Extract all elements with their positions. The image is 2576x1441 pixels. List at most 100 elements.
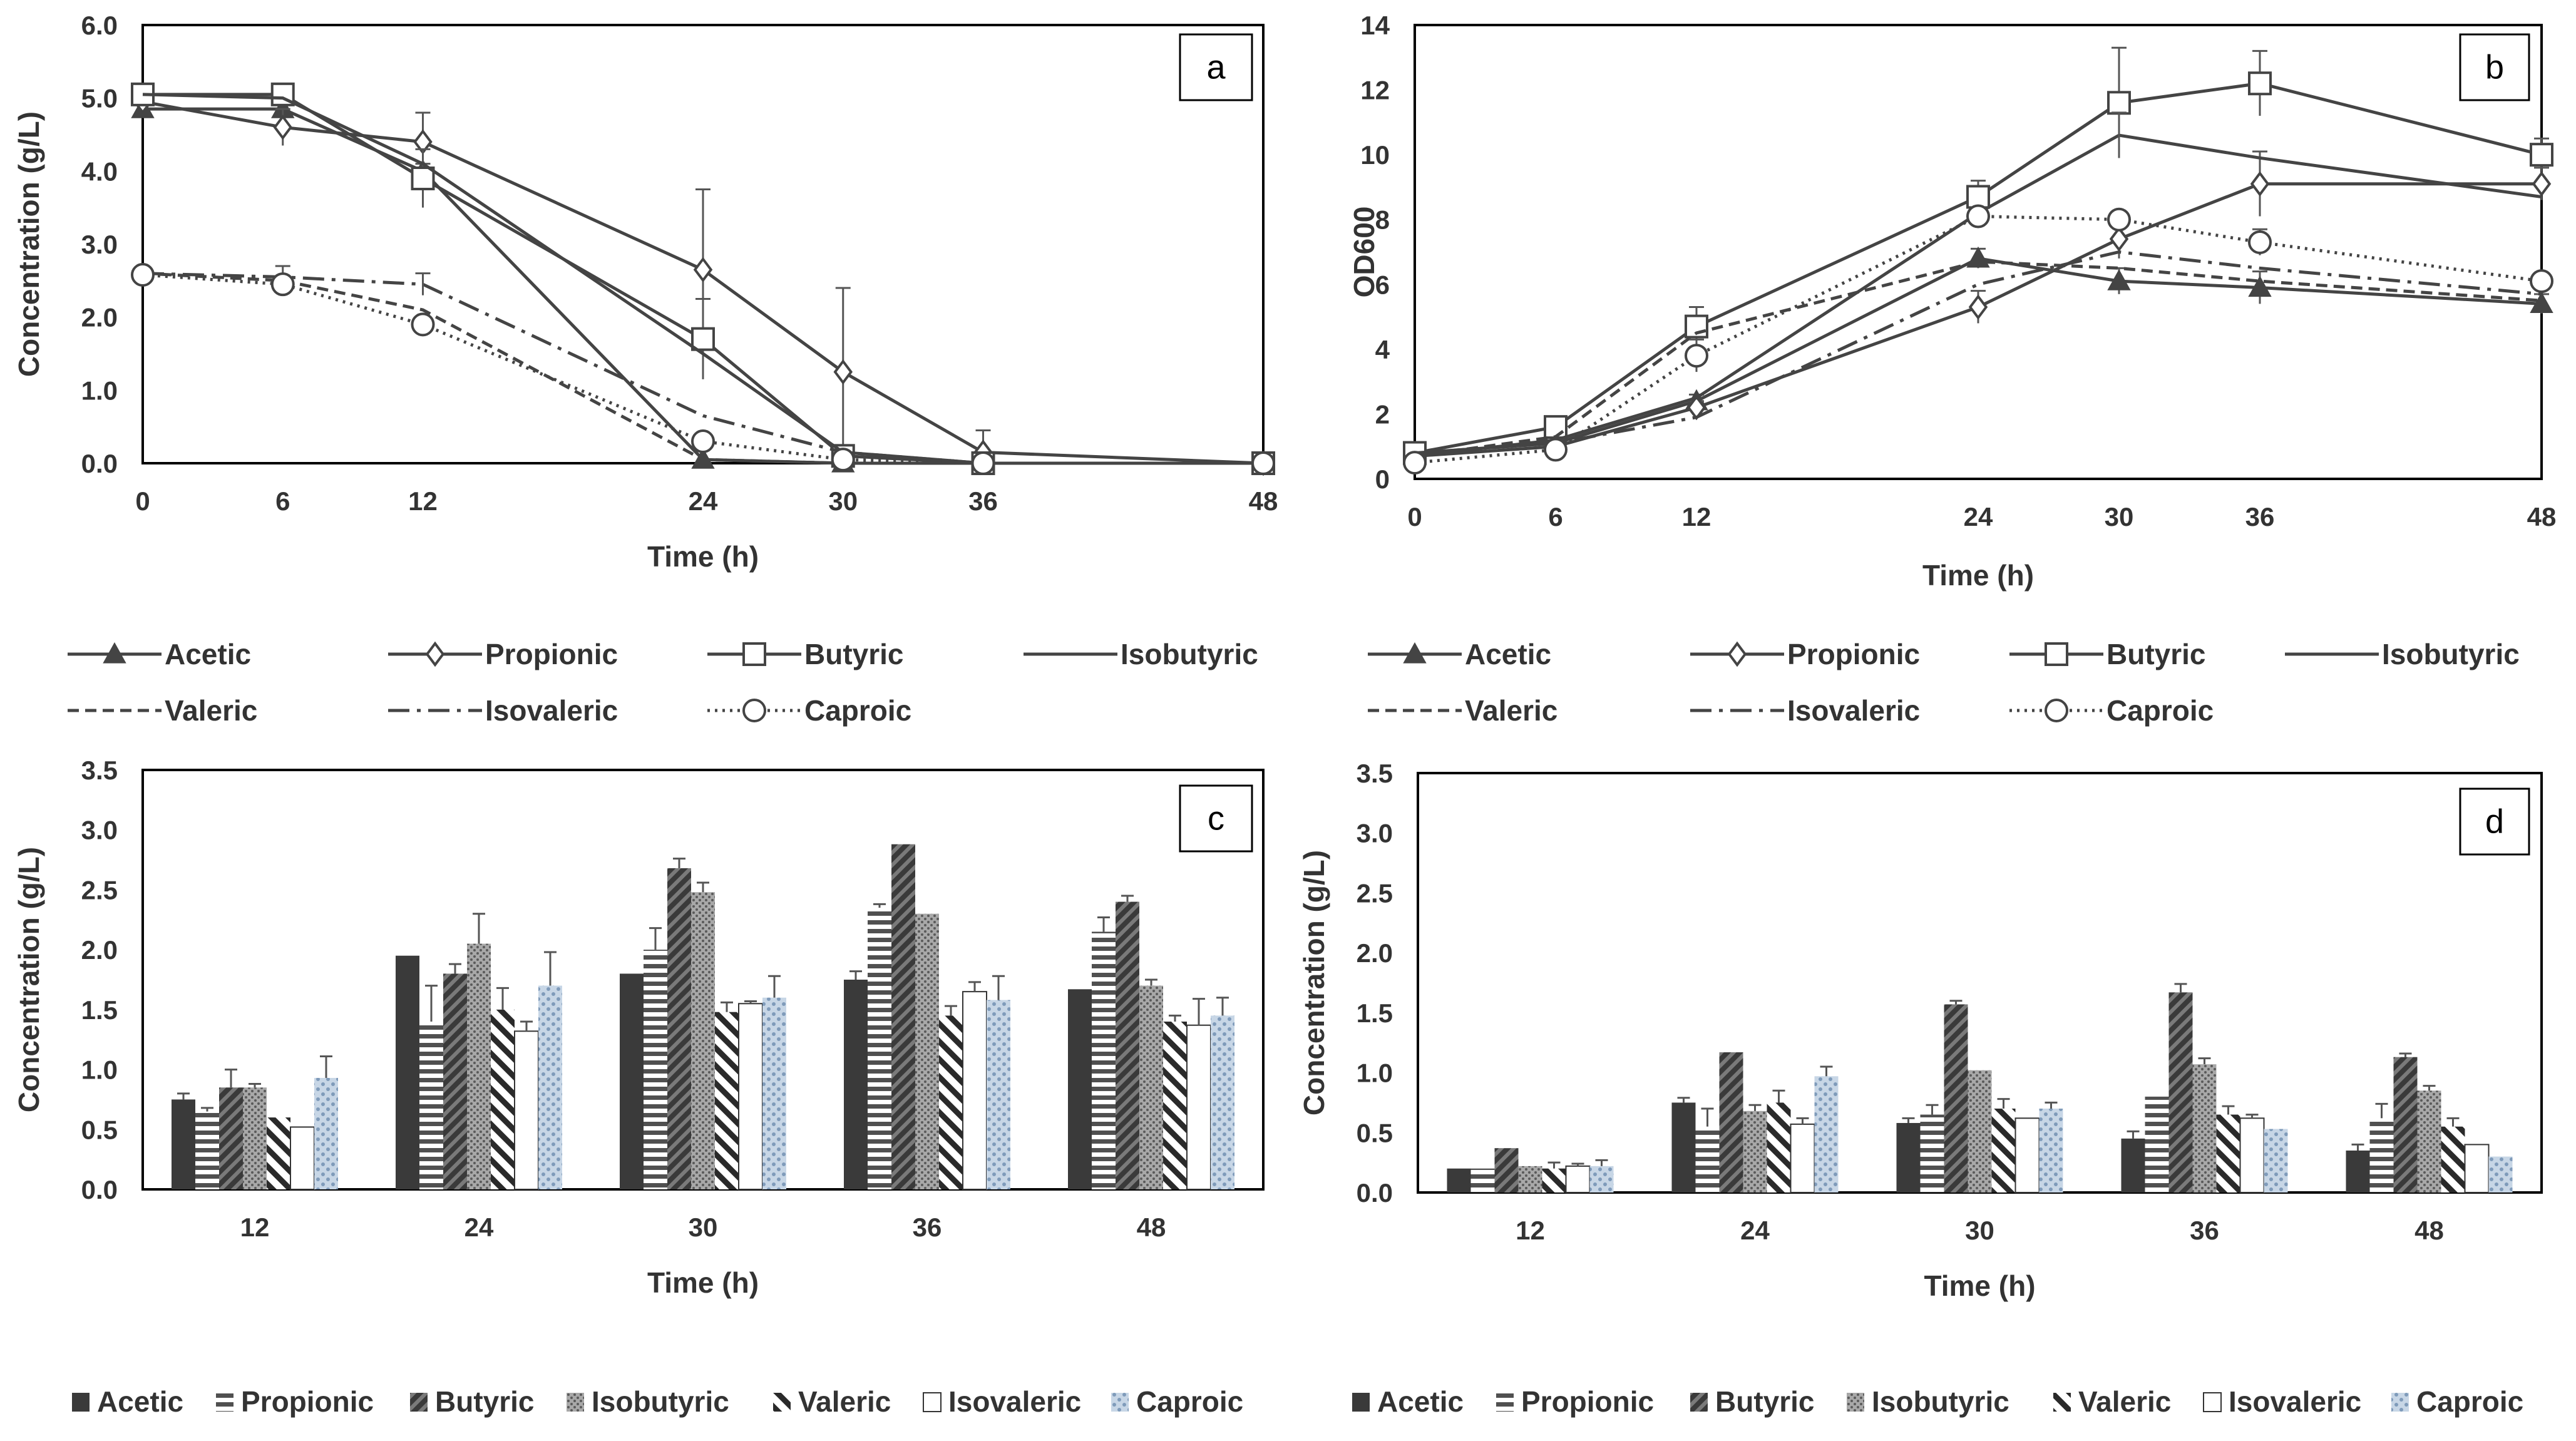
- x-tick-label: 36: [913, 1213, 942, 1242]
- legend-item-caproic: Caproic: [1111, 1385, 1243, 1418]
- bar-isovaleric: [1790, 1123, 1815, 1194]
- legend-item-acetic: Acetic: [68, 638, 251, 670]
- bar-isovaleric: [514, 1030, 539, 1191]
- legend-label: Butyric: [435, 1385, 534, 1418]
- bar-isobutyric: [1518, 1166, 1542, 1192]
- bar-propionic: [1092, 931, 1116, 1189]
- legend-swatch: [1847, 1393, 1864, 1412]
- data-point: [2109, 226, 2129, 252]
- x-axis-title: Time (h): [647, 1266, 759, 1299]
- data-point: [1403, 451, 1427, 475]
- bar-acetic: [2121, 1138, 2145, 1192]
- legend-label: Valeric: [165, 694, 257, 727]
- legend-label: Isobutyric: [2382, 638, 2520, 670]
- bar-isovaleric: [738, 1003, 763, 1191]
- bar-caproic: [1814, 1076, 1839, 1192]
- x-tick-label: 36: [968, 486, 998, 516]
- legend-marker: [742, 642, 766, 666]
- x-tick-label: 36: [2190, 1216, 2219, 1245]
- legend-label: Butyric: [804, 638, 903, 670]
- x-tick-label: 12: [1682, 502, 1711, 531]
- data-point: [1968, 294, 1988, 320]
- data-point: [2532, 171, 2552, 197]
- x-tick-label: 24: [689, 486, 718, 516]
- data-point: [270, 82, 295, 106]
- chart-panel-c: 0.0 0.5 1.0 1.5 2.0 2.5 3.0 3.5 Time (h) Concentr…: [13, 756, 1265, 1418]
- bar-propionic: [419, 1022, 443, 1189]
- legend-item-acetic: Acetic: [1352, 1385, 1464, 1418]
- series-caproic: [314, 951, 1234, 1189]
- legend-item-valeric: Valeric: [68, 694, 257, 727]
- series-line-isovaleric: [1414, 250, 2542, 455]
- legend-item-acetic: Acetic: [72, 1385, 183, 1418]
- panel-letter-box: [2459, 787, 2530, 856]
- y-axis-title: OD600: [1348, 207, 1380, 298]
- legend-label: Acetic: [1465, 638, 1551, 670]
- legend-item-acetic: Acetic: [1368, 638, 1551, 670]
- series-propionic: [195, 903, 1116, 1189]
- legend-item-butyric: Butyric: [410, 1385, 534, 1418]
- series-valeric: [1542, 1089, 2465, 1192]
- legend-label: Isovaleric: [1787, 694, 1920, 727]
- y-tick-label: 1.0: [1357, 1059, 1393, 1088]
- x-tick-label: 30: [1965, 1216, 1994, 1245]
- series-caproic: [1403, 204, 2553, 475]
- bar-butyric: [891, 844, 915, 1189]
- legend-item-isobutyric: Isobutyric: [1847, 1385, 2009, 1418]
- legend-label: Butyric: [2106, 638, 2205, 670]
- legend-item-valeric: Valeric: [773, 1385, 891, 1418]
- legend-item-caproic: Caproic: [707, 694, 911, 727]
- data-point: [1251, 451, 1275, 475]
- x-tick-label: 48: [2414, 1216, 2444, 1245]
- bar-acetic: [172, 1099, 195, 1189]
- series-isobutyric: [243, 881, 1163, 1189]
- y-tick-label: 0.0: [1357, 1178, 1393, 1208]
- data-point: [2530, 292, 2553, 313]
- bar-valeric: [267, 1117, 290, 1189]
- legend-label: Propionic: [1521, 1385, 1654, 1418]
- bar-isovaleric: [2464, 1144, 2490, 1194]
- x-tick-label: 36: [2245, 502, 2275, 531]
- y-tick-label: 6.0: [81, 11, 118, 40]
- bar-propionic: [195, 1111, 219, 1189]
- y-tick-label: 3.0: [81, 816, 118, 845]
- bar-valeric: [1991, 1109, 2016, 1192]
- series-isovaleric: [1565, 1114, 2490, 1194]
- bar-isobutyric: [915, 913, 939, 1189]
- series-butyric: [219, 844, 1139, 1189]
- legend: Acetic Propionic Butyric Isobutyric Valeric I…: [68, 638, 1258, 727]
- series-isobutyric: [1414, 111, 2542, 458]
- bar-butyric: [219, 1087, 243, 1189]
- data-point: [1544, 415, 1568, 439]
- legend-label: Acetic: [165, 638, 251, 670]
- x-axis-title: Time (h): [1924, 1269, 2035, 1302]
- legend-item-isovaleric: Isovaleric: [388, 694, 618, 727]
- y-tick-label: 1.0: [81, 376, 118, 405]
- bar-valeric: [1163, 1022, 1187, 1189]
- legend-marker: [2045, 642, 2068, 666]
- legend-marker: [2045, 699, 2068, 722]
- series-butyric: [1403, 46, 2553, 465]
- y-tick-label: 1.5: [1357, 998, 1393, 1028]
- legend-label: Valeric: [798, 1385, 891, 1418]
- legend-marker: [1727, 641, 1747, 667]
- legend-item-butyric: Butyric: [1690, 1385, 1814, 1418]
- data-point: [2107, 207, 2131, 232]
- series-propionic: [1470, 1096, 2394, 1192]
- data-point: [831, 448, 855, 472]
- data-point: [1966, 204, 1990, 228]
- legend-swatch: [1690, 1393, 1708, 1412]
- y-tick-label: 3.5: [1357, 759, 1393, 788]
- x-tick-label: 0: [1407, 502, 1422, 531]
- y-tick-label: 1.0: [81, 1055, 118, 1085]
- x-tick-label: 30: [828, 486, 858, 516]
- legend-marker: [1403, 642, 1427, 664]
- x-tick-label: 12: [240, 1213, 270, 1242]
- data-point: [273, 114, 292, 140]
- chart-panel-d: 0.0 0.5 1.0 1.5 2.0 2.5 3.0 3.5 Time (h) Concentr…: [1298, 759, 2543, 1418]
- legend-item-propionic: Propionic: [388, 638, 618, 670]
- bar-propionic: [2369, 1118, 2394, 1192]
- bar-isovaleric: [962, 991, 987, 1190]
